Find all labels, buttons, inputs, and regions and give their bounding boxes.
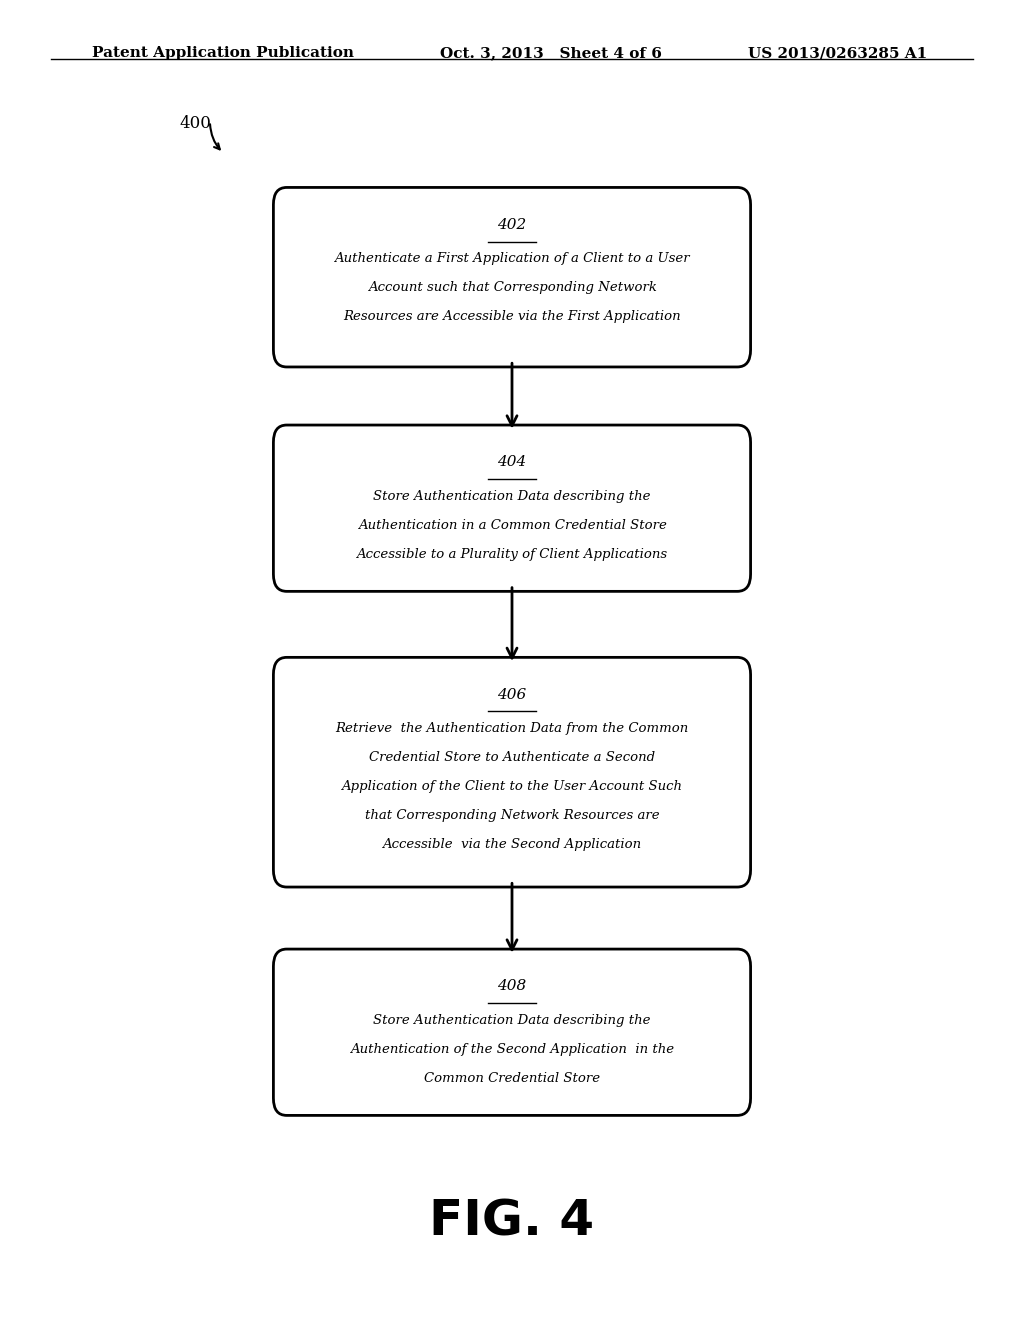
Text: US 2013/0263285 A1: US 2013/0263285 A1 xyxy=(748,46,927,61)
Text: Oct. 3, 2013   Sheet 4 of 6: Oct. 3, 2013 Sheet 4 of 6 xyxy=(440,46,663,61)
Text: Retrieve  the Authentication Data from the Common: Retrieve the Authentication Data from th… xyxy=(336,722,688,735)
FancyBboxPatch shape xyxy=(273,425,751,591)
FancyBboxPatch shape xyxy=(273,187,751,367)
Text: Account such that Corresponding Network: Account such that Corresponding Network xyxy=(368,281,656,294)
Text: Patent Application Publication: Patent Application Publication xyxy=(92,46,354,61)
Text: Credential Store to Authenticate a Second: Credential Store to Authenticate a Secon… xyxy=(369,751,655,764)
Text: FIG. 4: FIG. 4 xyxy=(429,1197,595,1245)
Text: 408: 408 xyxy=(498,979,526,994)
FancyBboxPatch shape xyxy=(273,949,751,1115)
Text: Authentication in a Common Credential Store: Authentication in a Common Credential St… xyxy=(357,519,667,532)
FancyBboxPatch shape xyxy=(273,657,751,887)
Text: Accessible  via the Second Application: Accessible via the Second Application xyxy=(382,838,642,851)
Text: Accessible to a Plurality of Client Applications: Accessible to a Plurality of Client Appl… xyxy=(356,548,668,561)
Text: Resources are Accessible via the First Application: Resources are Accessible via the First A… xyxy=(343,310,681,323)
Text: 406: 406 xyxy=(498,688,526,702)
Text: Authentication of the Second Application  in the: Authentication of the Second Application… xyxy=(350,1043,674,1056)
Text: Authenticate a First Application of a Client to a User: Authenticate a First Application of a Cl… xyxy=(334,252,690,265)
Text: Common Credential Store: Common Credential Store xyxy=(424,1072,600,1085)
Text: 402: 402 xyxy=(498,218,526,232)
Text: that Corresponding Network Resources are: that Corresponding Network Resources are xyxy=(365,809,659,822)
Text: Store Authentication Data describing the: Store Authentication Data describing the xyxy=(374,1014,650,1027)
Text: Application of the Client to the User Account Such: Application of the Client to the User Ac… xyxy=(341,780,683,793)
Text: Store Authentication Data describing the: Store Authentication Data describing the xyxy=(374,490,650,503)
Text: 404: 404 xyxy=(498,455,526,470)
Text: 400: 400 xyxy=(179,115,211,132)
